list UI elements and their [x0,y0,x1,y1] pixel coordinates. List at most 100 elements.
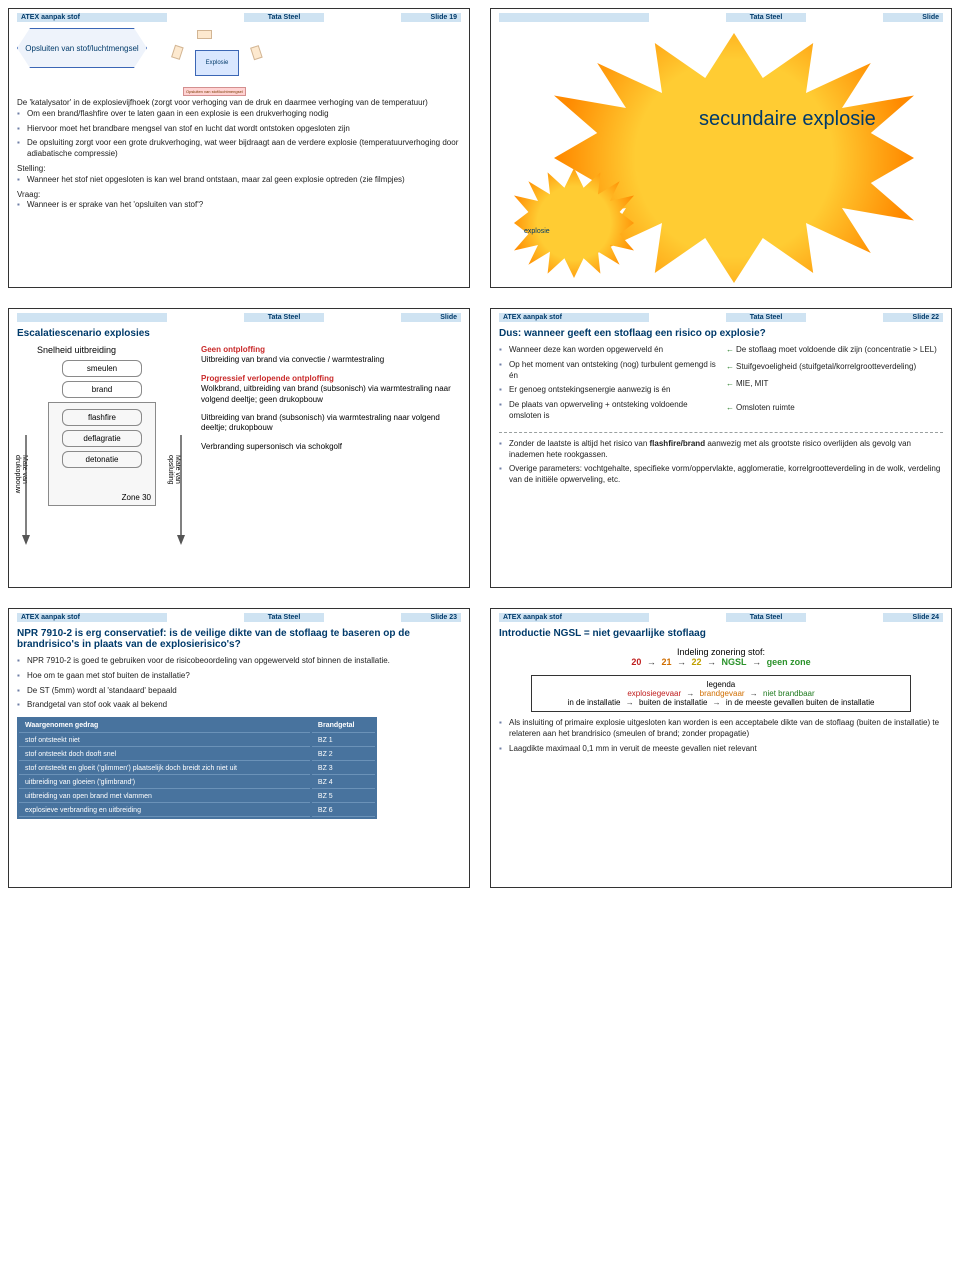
bullet-item: Hiervoor moet het brandbare mengsel van … [17,124,461,135]
stage-box: brand [62,381,142,398]
diagram-subtitle: Snelheid uitbreiding [37,345,187,355]
pentagon-side-bottom: Opsluiten van stof/luchtmengsel [183,87,246,96]
hdr-company: Tata Steel [244,13,324,22]
bullet-item: Wanneer is er sprake van het 'opsluiten … [17,200,461,211]
stage-box: deflagratie [62,430,142,447]
table-cell: BZ 2 [312,749,375,761]
table-cell: stof ontsteekt niet [19,735,310,747]
table-cell: BZ 3 [312,763,375,775]
table-cell: uitbreiding van gloeien ('glimbrand') [19,777,310,789]
legend-title: legenda [540,680,902,689]
desc-text: Uitbreiding van brand via convectie / wa… [201,355,461,365]
hdr-slidenum: Slide [883,13,943,22]
slide-23: ATEX aanpak stof Tata Steel Slide 23 NPR… [8,608,470,888]
bullet-item: Laagdikte maximaal 0,1 mm in veruit de m… [499,744,943,755]
chain-21: 21 [661,657,671,667]
hexagon-shape: Opsluiten van stof/luchtmengsel [17,28,147,68]
escalation-diagram: Snelheid uitbreiding smeulen brand flash… [17,345,187,510]
arrow-down-icon [20,435,32,545]
chain-label: Indeling zonering stof: [499,647,943,657]
hdr-slidenum: Slide [401,313,461,322]
slide-title: NPR 7910-2 is erg conservatief: is de ve… [17,628,461,650]
intro-para: De 'katalysator' in de explosievijfhoek … [17,98,461,109]
table-cell: BZ 1 [312,735,375,747]
legend-item: in de installatie [568,698,621,707]
slide-22: ATEX aanpak stof Tata Steel Slide 22 Dus… [490,308,952,588]
burst-label-small: explosie [524,228,550,235]
table-row: uitbreiding van open brand met vlammenBZ… [19,791,375,803]
stage-box: smeulen [62,360,142,377]
arrow-down-icon [175,435,187,545]
bullet-item: Wanneer het stof niet opgesloten is kan … [17,175,461,186]
bullet-item: De plaats van opwerveling + ontsteking v… [499,400,716,422]
table-row: stof ontsteekt en gloeit ('glimmen') pla… [19,763,375,775]
table-cell: BZ 6 [312,805,375,817]
table-cell: stof ontsteekt en gloeit ('glimmen') pla… [19,763,310,775]
chain-ngsl: NGSL [722,657,747,667]
bullet-item: Als insluiting of primaire explosie uitg… [499,718,943,740]
starburst-small-icon [514,168,634,278]
hdr-company: Tata Steel [244,613,324,622]
zone-box: flashfire deflagratie detonatie Zone 30 [48,402,156,506]
zone-chain: Indeling zonering stof: 20 → 21 → 22 → N… [499,647,943,667]
hdr-slidenum: Slide 23 [401,613,461,622]
burst-label-big: secundaire explosie [699,108,876,131]
slide-19: ATEX aanpak stof Tata Steel Slide 19 Ops… [8,8,470,288]
hdr-title: ATEX aanpak stof [499,313,649,322]
hdr-title: ATEX aanpak stof [499,613,649,622]
bullet-item: Om een brand/flashfire over te laten gaa… [17,109,461,120]
table-cell: uitbreiding van open brand met vlammen [19,791,310,803]
zone-label: Zone 30 [122,493,151,502]
legend-item: in de meeste gevallen buiten de installa… [726,698,875,707]
slide-title: Introductie NGSL = niet gevaarlijke stof… [499,628,943,639]
bullet-item: Op het moment van ontsteking (nog) turbu… [499,360,716,382]
red-heading: Geen ontploffing [201,345,461,355]
bullet-item: Overige parameters: vochtgehalte, specif… [499,464,943,486]
chain-22: 22 [691,657,701,667]
table-row: stof ontsteekt nietBZ 1 [19,735,375,747]
hdr-title: ATEX aanpak stof [17,13,167,22]
hdr-company: Tata Steel [244,313,324,322]
slide-header: ATEX aanpak stof Tata Steel Slide 19 [17,13,461,22]
table-row: uitbreiding van gloeien ('glimbrand')BZ … [19,777,375,789]
bullet-item: De ST (5mm) wordt al 'standaard' bepaald [17,686,461,697]
table-cell: BZ 5 [312,791,375,803]
stelling-label: Stelling: [17,164,461,175]
bullet-item: Er genoeg ontstekingsenergie aanwezig is… [499,385,716,396]
slide-24: ATEX aanpak stof Tata Steel Slide 24 Int… [490,608,952,888]
chain-none: geen zone [767,657,811,667]
slide-header: ATEX aanpak stof Tata Steel Slide 23 [17,613,461,622]
slide-title: Escalatiescenario explosies [17,328,461,339]
desc-text: Wolkbrand, uitbreiding van brand (subson… [201,384,461,405]
hdr-company: Tata Steel [726,613,806,622]
legend-item: brandgevaar [700,689,745,698]
desc-text: Uitbreiding van brand (subsonisch) via w… [201,413,461,434]
bullet-item: De opsluiting zorgt voor een grote drukv… [17,138,461,160]
vraag-label: Vraag: [17,190,461,201]
table-cell: stof ontsteekt doch dooft snel [19,749,310,761]
slide-header: ATEX aanpak stof Tata Steel Slide 22 [499,313,943,322]
hdr-company: Tata Steel [726,313,806,322]
table-row: explosieve verbranding en uitbreidingBZ … [19,805,375,817]
explosion-graphic: secundaire explosie explosie [499,28,943,278]
legend-item: explosiegevaar [627,689,681,698]
legend-box: legenda explosiegevaar → brandgevaar → n… [531,675,911,712]
stage-box: detonatie [62,451,142,468]
arrow-item: Omsloten ruimte [726,403,943,414]
red-heading: Progressief verlopende ontploffing [201,374,461,384]
arrow-item: De stoflaag moet voldoende dik zijn (con… [726,345,943,356]
table-cell: BZ 4 [312,777,375,789]
hdr-title [499,13,649,22]
arrow-item: Stuifgevoeligheid (stuifgetal/korrelgroo… [726,362,943,373]
table-row: stof ontsteekt doch dooft snelBZ 2 [19,749,375,761]
hdr-company: Tata Steel [726,13,806,22]
brandgetal-table: Waargenomen gedrag Brandgetal stof ontst… [17,717,377,819]
pentagon-diagram: Explosie Opsluiten van stof/luchtmengsel [177,28,257,98]
table-cell: explosieve verbranding en uitbreiding [19,805,310,817]
arrow-item: MIE, MIT [726,379,943,390]
bullet-item: Hoe om te gaan met stof buiten de instal… [17,671,461,682]
hdr-slidenum: Slide 24 [883,613,943,622]
slide-21: Tata Steel Slide Escalatiescenario explo… [8,308,470,588]
bullet-item: Zonder de laatste is altijd het risico v… [499,439,943,461]
legend-item: buiten de installatie [639,698,708,707]
